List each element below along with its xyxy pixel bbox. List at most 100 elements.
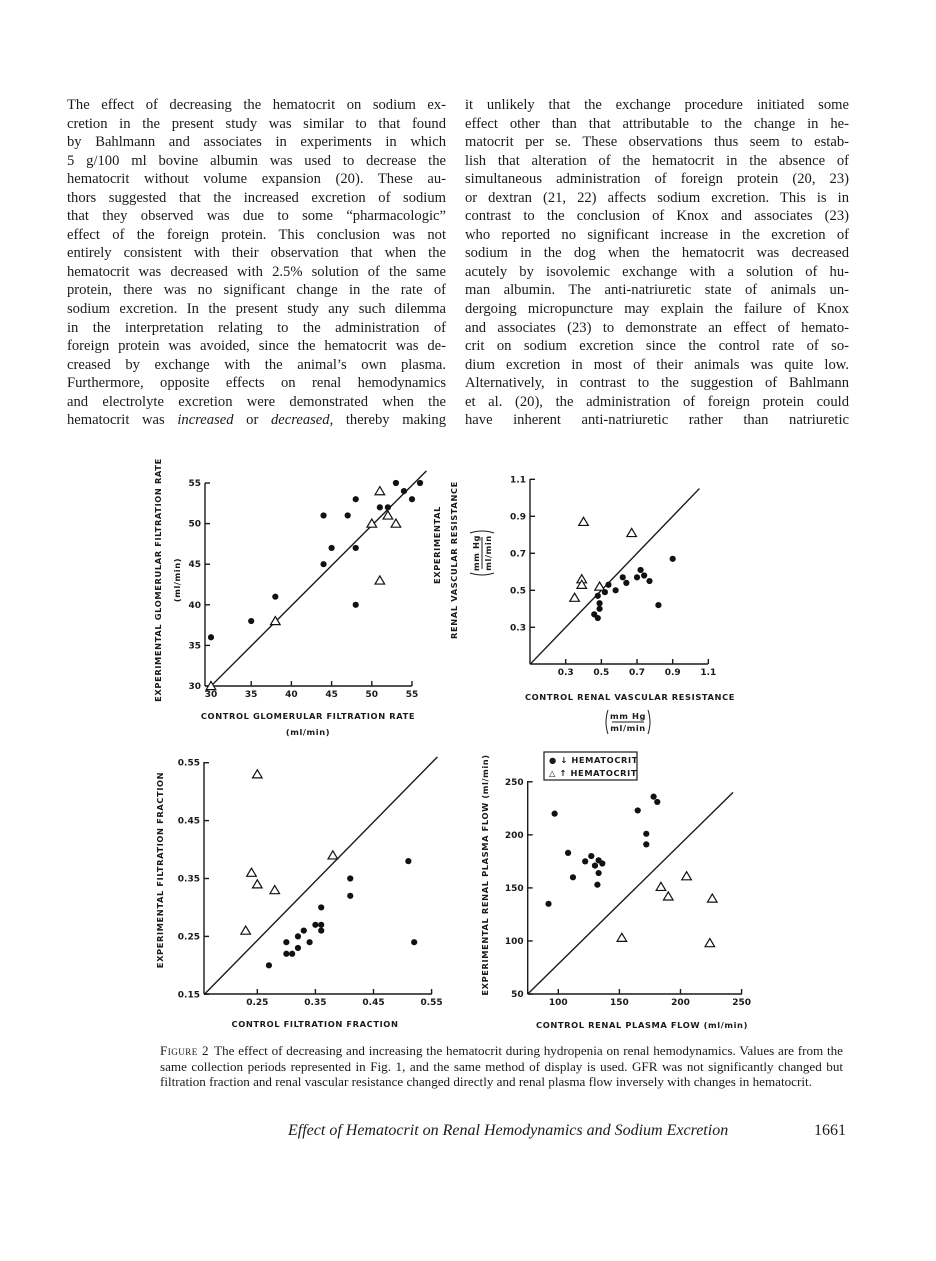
data-point-decreased-hematocrit	[643, 841, 650, 848]
text-line: hematocrit was increased or decreased, t…	[67, 411, 446, 430]
text-line: sodium excretion. In the present study a…	[67, 301, 446, 318]
data-point-decreased-hematocrit	[400, 488, 408, 495]
data-point-decreased-hematocrit	[605, 581, 612, 588]
data-point-increased-hematocrit	[245, 867, 258, 877]
x-tick-label: 0.25	[246, 998, 268, 1008]
data-point-decreased-hematocrit	[376, 504, 383, 511]
text-line: contrast to the conclusion of Knox and a…	[465, 208, 849, 225]
y-tick-label: 40	[188, 601, 201, 611]
chart-gfr: EXPERIMENTAL GLOMERULAR FILTRATION RATE …	[153, 458, 427, 737]
data-point-decreased-hematocrit	[416, 479, 424, 487]
x-axis-label: CONTROL RENAL VASCULAR RESISTANCE	[525, 692, 735, 702]
data-point-decreased-hematocrit	[545, 900, 552, 907]
x-tick-label: 100	[549, 998, 568, 1008]
data-point-decreased-hematocrit	[318, 904, 325, 911]
data-point-decreased-hematocrit	[300, 927, 307, 934]
data-point-decreased-hematocrit	[272, 593, 279, 600]
text-segment: , thereby making	[329, 412, 446, 429]
x-tick-label: 35	[245, 690, 258, 700]
data-point-decreased-hematocrit	[594, 881, 601, 888]
x-tick-label: 30	[205, 690, 218, 700]
legend: ● ↓ HEMATOCRIT △ ↑ HEMATOCRIT	[543, 751, 638, 781]
text-line: cretion in the present study was similar…	[67, 115, 446, 132]
data-point-decreased-hematocrit	[306, 939, 313, 946]
text-segment: or	[233, 412, 271, 429]
data-point-decreased-hematocrit	[634, 807, 641, 814]
data-point-increased-hematocrit	[680, 870, 693, 881]
y-tick-label: 0.9	[510, 512, 526, 522]
y-tick-label: 0.55	[178, 759, 200, 769]
x-tick-label: 40	[285, 690, 298, 700]
data-point-increased-hematocrit	[615, 932, 628, 942]
data-point-increased-hematocrit	[390, 517, 402, 528]
text-line: protein, there was no significant change…	[67, 282, 446, 299]
y-tick-label: 1.1	[510, 475, 526, 485]
data-point-decreased-hematocrit	[347, 892, 354, 899]
data-point-increased-hematocrit	[326, 849, 339, 860]
y-tick-label: 30	[188, 682, 201, 692]
figure-caption: Figure 2 The effect of decreasing and inc…	[160, 1043, 843, 1090]
data-point-decreased-hematocrit	[320, 512, 327, 519]
data-point-decreased-hematocrit	[312, 921, 319, 928]
data-point-decreased-hematocrit	[405, 858, 412, 865]
identity-line	[203, 756, 438, 995]
data-point-decreased-hematocrit	[207, 634, 215, 641]
data-point-decreased-hematocrit	[344, 512, 351, 519]
text-segment: hematocrit was	[67, 412, 178, 429]
x-tick-label: 0.45	[362, 998, 384, 1008]
text-line: hematocrit was decreased with 2.5% solut…	[67, 263, 446, 280]
data-point-increased-hematocrit	[268, 884, 281, 895]
chart-rvr: EXPERIMENTAL RENAL VASCULAR RESISTANCE m…	[432, 475, 735, 735]
data-point-decreased-hematocrit	[588, 852, 595, 860]
text-line: simultaneous administration of foreign p…	[465, 171, 849, 188]
page-number: 1661	[814, 1122, 846, 1139]
y-tick-label: 0.25	[178, 932, 200, 942]
data-point-decreased-hematocrit	[564, 849, 572, 856]
text-line: and electrolyte excretion were demonstra…	[67, 393, 446, 410]
y-axis-label: EXPERIMENTAL FILTRATION FRACTION	[155, 772, 165, 968]
data-point-decreased-hematocrit	[328, 544, 335, 552]
chart-renal-plasma-flow: EXPERIMENTAL RENAL PLASMA FLOW (ml/min) …	[480, 751, 751, 1030]
data-point-decreased-hematocrit	[411, 939, 418, 946]
text-line: it unlikely that the exchange procedure …	[465, 97, 849, 113]
data-point-decreased-hematocrit	[655, 602, 662, 609]
data-point-decreased-hematocrit	[612, 587, 619, 594]
data-point-decreased-hematocrit	[318, 921, 325, 928]
data-point-decreased-hematocrit	[347, 875, 354, 882]
x-tick-label: 55	[406, 690, 419, 700]
identity-line	[529, 488, 700, 665]
data-point-increased-hematocrit	[593, 580, 606, 591]
text-line: 5 g/100 ml bovine albumin was used to de…	[67, 152, 446, 169]
data-point-increased-hematocrit	[269, 615, 282, 626]
text-line: matocrit per se. These observations thus…	[465, 134, 849, 151]
data-point-increased-hematocrit	[205, 680, 217, 691]
text-line: sodium in the dog when the hematocrit wa…	[465, 245, 849, 262]
data-point-decreased-hematocrit	[320, 561, 327, 568]
data-point-decreased-hematocrit	[384, 504, 391, 511]
y-tick-label: 100	[505, 937, 524, 947]
data-point-decreased-hematocrit	[669, 555, 676, 562]
body-text-left-column: The effect of decreasing the hematocrit …	[67, 96, 446, 430]
data-point-decreased-hematocrit	[596, 600, 603, 607]
x-axis-label: CONTROL GLOMERULAR FILTRATION RATE	[201, 711, 415, 721]
text-line: effect of the foreign protein. This conc…	[67, 226, 446, 243]
data-point-decreased-hematocrit	[392, 479, 400, 487]
text-line: lish that alteration of the hematocrit i…	[465, 152, 849, 169]
data-point-decreased-hematocrit	[646, 577, 653, 585]
text-line: et al. (20), the administration of forei…	[465, 393, 849, 410]
text-line: creased by exchange with the animal’s ow…	[67, 356, 446, 373]
text-line: foreign protein was avoided, since the h…	[67, 338, 446, 355]
data-point-decreased-hematocrit	[623, 579, 630, 587]
y-tick-label: 50	[188, 520, 201, 530]
data-point-decreased-hematocrit	[294, 933, 302, 940]
data-point-decreased-hematocrit	[633, 574, 641, 581]
y-tick-label: 150	[505, 884, 524, 894]
text-line: that they observed was due to some “phar…	[67, 208, 446, 225]
data-point-decreased-hematocrit	[294, 944, 302, 952]
emphasis: decreased	[270, 412, 330, 429]
text-line: or dextran (21, 22) affects sodium excre…	[465, 189, 849, 206]
data-point-decreased-hematocrit	[595, 869, 602, 877]
y-axis-unit-fraction: mm Hg ml/min	[469, 530, 495, 576]
data-point-increased-hematocrit	[655, 881, 667, 892]
data-point-decreased-hematocrit	[637, 566, 644, 574]
